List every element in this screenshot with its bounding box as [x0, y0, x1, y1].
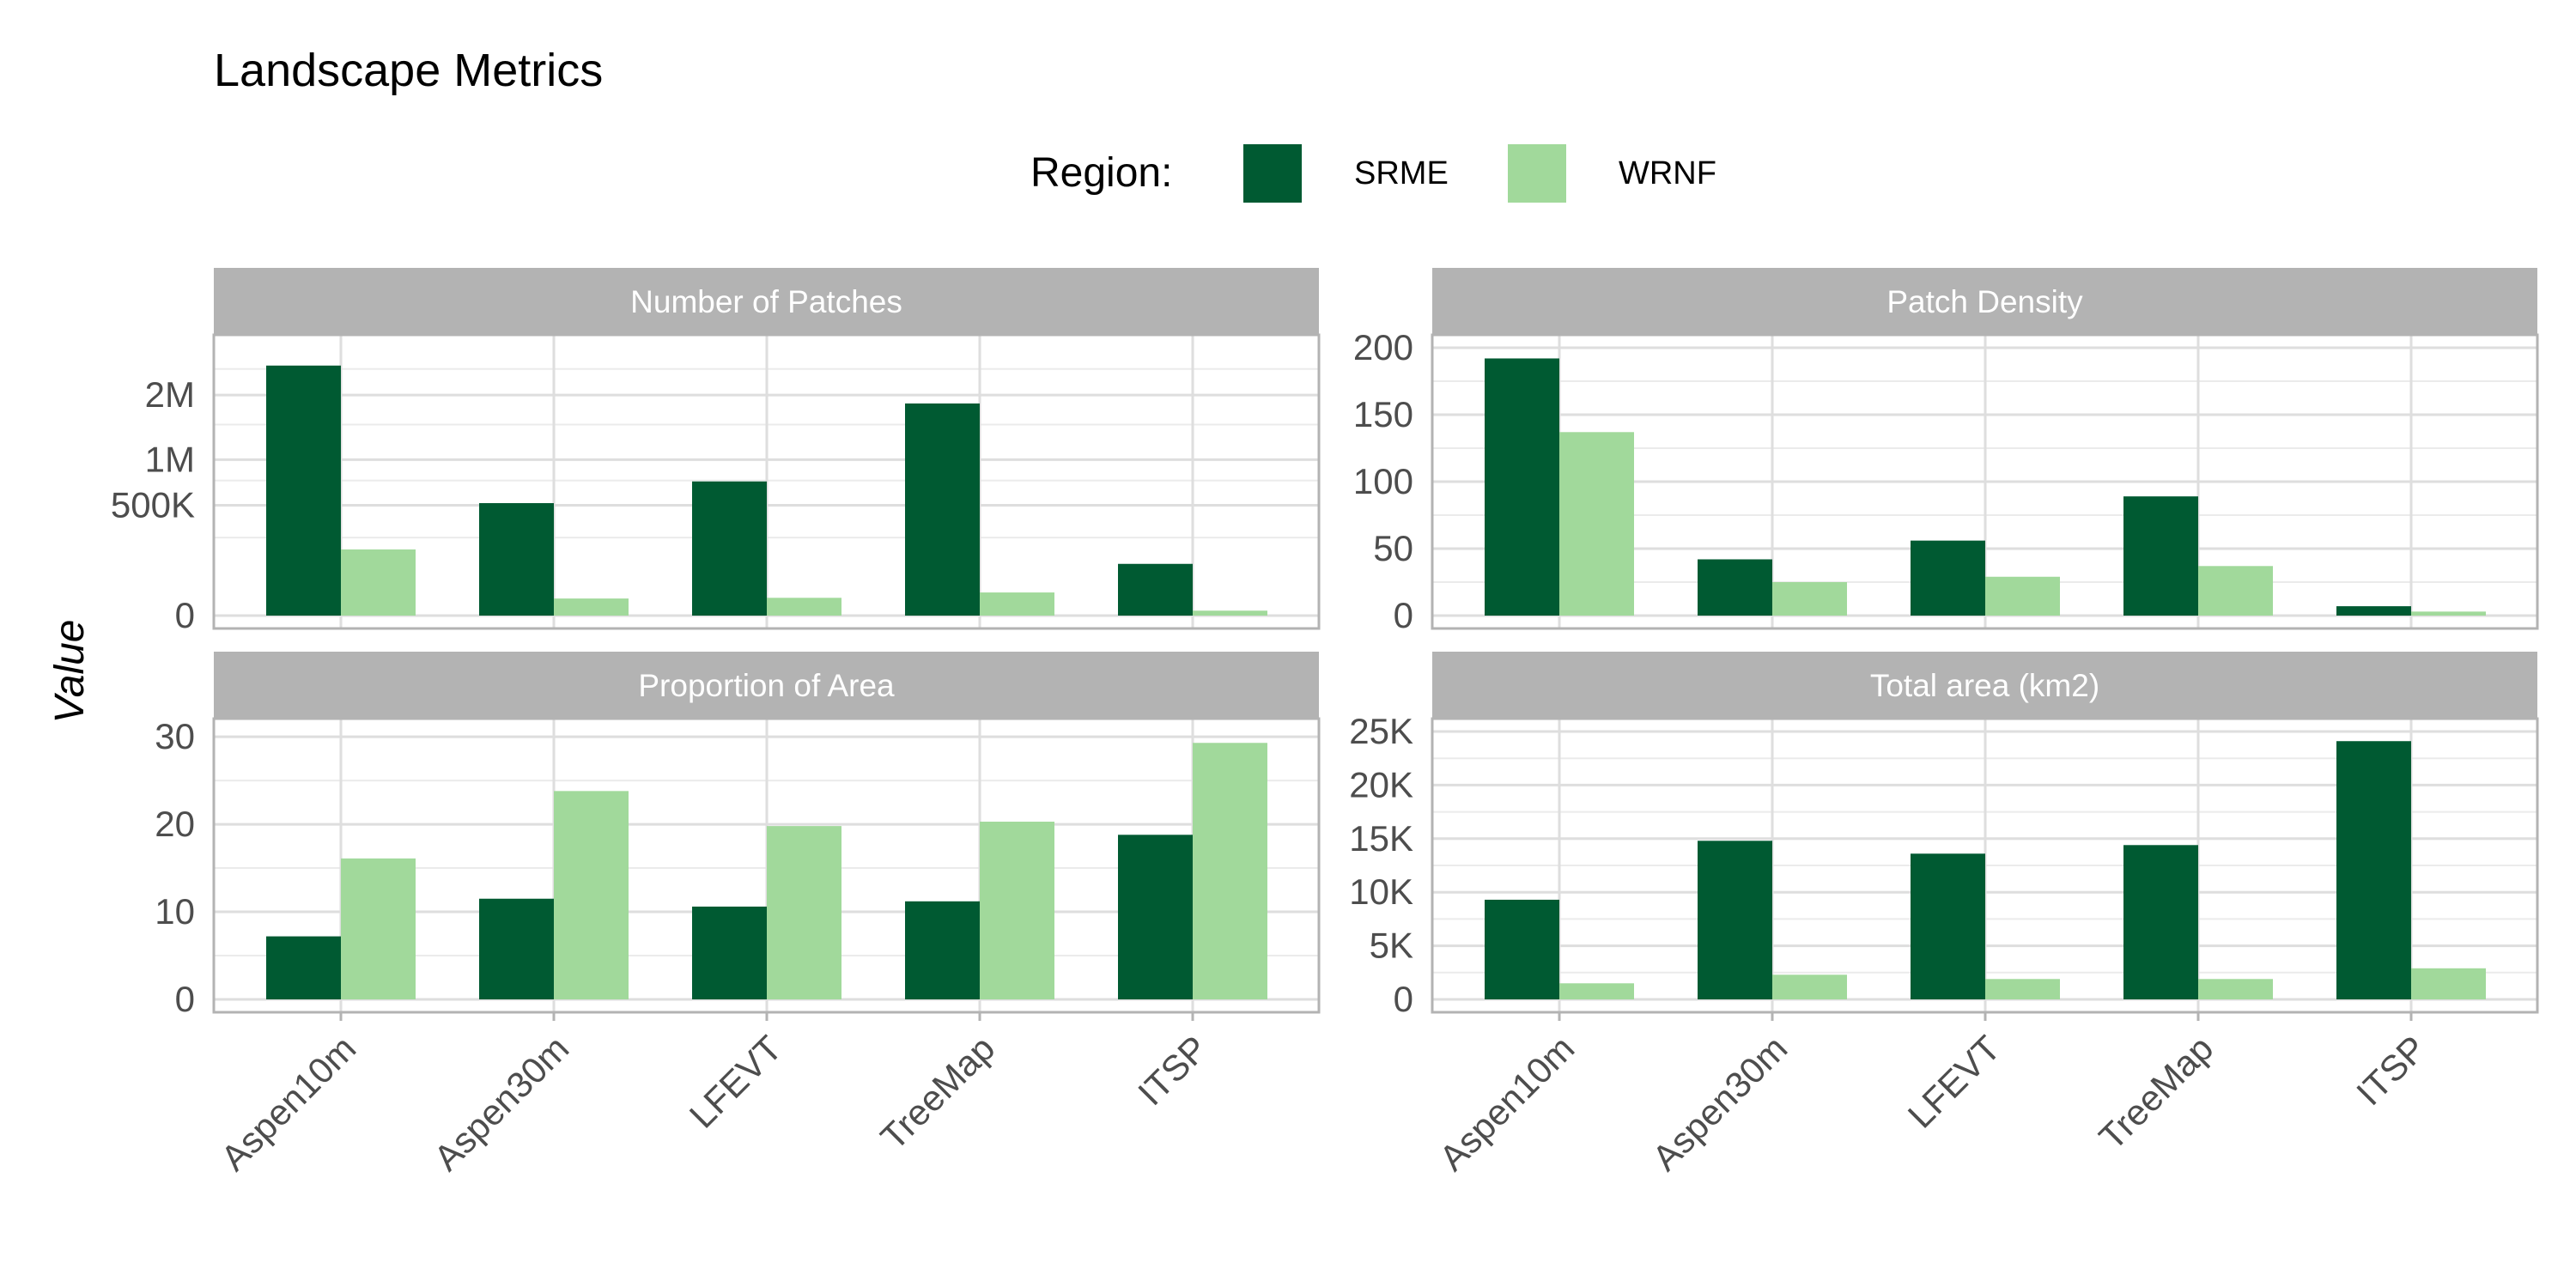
legend-label-wrnf: WRNF — [1619, 155, 1716, 191]
panel-2: Patch Density 0 50 100 150 200 — [1353, 268, 2539, 635]
panel-strip — [214, 268, 1319, 335]
y-tick-label: 100 — [1353, 461, 1413, 501]
legend-swatch-srme — [1243, 144, 1302, 203]
y-tick-label: 10 — [155, 891, 195, 932]
panel-title: Patch Density — [1886, 284, 2083, 319]
bar-wrnf-aspen30m — [554, 598, 629, 616]
x-tick-label: Aspen10m — [1431, 1028, 1582, 1178]
bar-wrnf-itsp — [1193, 743, 1267, 999]
bar-srme-itsp — [1118, 835, 1193, 999]
y-tick-label: 0 — [1394, 595, 1413, 635]
panel-strip — [1432, 268, 2537, 335]
bar-srme-itsp — [1118, 563, 1193, 616]
bar-srme-treemap — [2123, 496, 2198, 616]
bar-srme-aspen30m — [479, 898, 554, 999]
y-tick-label: 0 — [175, 595, 195, 635]
y-tick-label: 15K — [1349, 818, 1413, 859]
x-tick-label: LFEVT — [682, 1028, 790, 1136]
bar-srme-aspen30m — [479, 503, 554, 616]
y-tick-label: 2M — [145, 374, 195, 415]
legend-label-srme: SRME — [1354, 155, 1449, 191]
bar-wrnf-aspen30m — [1772, 582, 1847, 616]
bar-srme-lfevt — [692, 481, 767, 616]
panel-3: Proportion of Area 0 10 20 30 Aspen10m Aspen30… — [155, 652, 1321, 1178]
y-axis-label: Value — [47, 620, 93, 724]
bar-wrnf-aspen30m — [554, 791, 629, 999]
bar-wrnf-itsp — [1193, 610, 1267, 616]
y-tick-label: 200 — [1353, 327, 1413, 367]
panel-4: Total area (km2) 0 5K 10K 15K 20K 25K Aspen10m A… — [1349, 652, 2539, 1178]
y-tick-label: 20 — [155, 804, 195, 844]
bar-wrnf-aspen10m — [341, 858, 416, 999]
bar-srme-lfevt — [692, 906, 767, 999]
y-tick-label: 5K — [1370, 926, 1413, 966]
x-tick-label: TreeMap — [872, 1028, 1002, 1157]
bar-srme-aspen10m — [266, 365, 341, 616]
bar-srme-lfevt — [1911, 540, 1985, 616]
bar-wrnf-aspen10m — [1559, 432, 1634, 616]
bar-wrnf-treemap — [980, 822, 1054, 999]
bar-srme-itsp — [2336, 606, 2411, 616]
bar-srme-aspen30m — [1698, 841, 1772, 999]
bar-srme-treemap — [2123, 845, 2198, 999]
legend: Region: SRME WRNF — [1030, 144, 1716, 203]
bar-srme-aspen10m — [266, 936, 341, 999]
bar-srme-aspen30m — [1698, 559, 1772, 616]
bar-wrnf-itsp — [2411, 968, 2486, 999]
x-tick-label: Aspen10m — [213, 1028, 363, 1178]
x-tick-label: ITSP — [2348, 1028, 2433, 1113]
bar-wrnf-lfevt — [1985, 979, 2060, 999]
panel-border — [1431, 333, 2539, 630]
x-tick-label: ITSP — [1130, 1028, 1215, 1113]
legend-swatch-wrnf — [1508, 144, 1566, 203]
bar-wrnf-aspen10m — [1559, 983, 1634, 999]
y-tick-label: 30 — [155, 716, 195, 756]
bar-srme-aspen10m — [1485, 899, 1559, 999]
bar-srme-treemap — [905, 403, 980, 616]
y-tick-label: 0 — [175, 979, 195, 1019]
bar-wrnf-treemap — [2198, 566, 2273, 616]
x-tick-label: LFEVT — [1900, 1028, 2008, 1136]
chart-title: Landscape Metrics — [214, 45, 603, 96]
panel-1: Number of Patches 0 500K 1M 2M — [111, 268, 1321, 635]
bar-srme-aspen10m — [1485, 358, 1559, 616]
y-tick-label: 25K — [1349, 711, 1413, 751]
y-tick-label: 50 — [1373, 528, 1413, 568]
bar-wrnf-aspen10m — [341, 549, 416, 616]
y-tick-label: 1M — [145, 439, 195, 479]
bar-srme-itsp — [2336, 741, 2411, 999]
bar-wrnf-lfevt — [767, 598, 841, 616]
panel-title: Number of Patches — [630, 284, 902, 319]
bar-wrnf-itsp — [2411, 611, 2486, 616]
legend-title: Region: — [1030, 150, 1172, 196]
bar-srme-lfevt — [1911, 853, 1985, 999]
y-tick-label: 20K — [1349, 764, 1413, 804]
panel-border — [212, 333, 1321, 630]
panel-strip — [214, 652, 1319, 719]
bar-wrnf-treemap — [2198, 979, 2273, 999]
bar-wrnf-aspen30m — [1772, 974, 1847, 999]
facet-panels: Number of Patches 0 500K 1M 2M Patch Density 0… — [111, 268, 2539, 1178]
panel-title: Total area (km2) — [1870, 668, 2099, 703]
x-tick-label: Aspen30m — [426, 1028, 576, 1178]
bar-wrnf-treemap — [980, 592, 1054, 616]
bar-wrnf-lfevt — [767, 826, 841, 999]
x-tick-label: TreeMap — [2091, 1028, 2221, 1157]
panel-title: Proportion of Area — [638, 668, 895, 703]
y-tick-label: 0 — [1394, 979, 1413, 1019]
panel-strip — [1432, 652, 2537, 719]
y-tick-label: 500K — [111, 485, 195, 525]
x-tick-label: Aspen30m — [1644, 1028, 1795, 1178]
y-tick-label: 10K — [1349, 871, 1413, 912]
y-tick-label: 150 — [1353, 394, 1413, 434]
bar-wrnf-lfevt — [1985, 576, 2060, 616]
bar-srme-treemap — [905, 901, 980, 999]
